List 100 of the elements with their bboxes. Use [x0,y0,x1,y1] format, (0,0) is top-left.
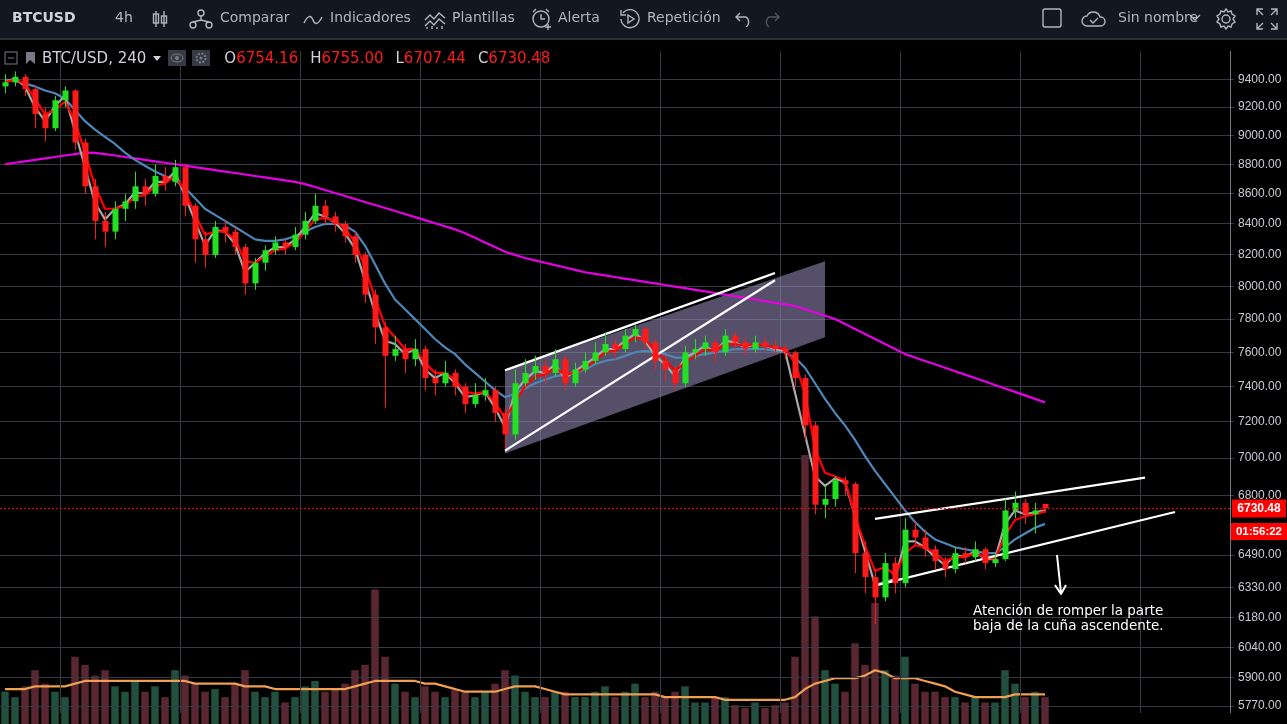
bar [681,686,689,724]
bar [121,691,129,724]
bar [351,670,359,724]
bar [331,689,339,724]
bar [971,697,979,724]
bar [221,697,229,724]
candlestick [122,193,129,222]
y-tick-label: 8600.00 [1238,186,1282,201]
bar [401,691,409,724]
candlestick [352,231,359,264]
y-tick-label: 6180.00 [1238,610,1282,625]
bar [831,683,839,724]
text: Alerta [558,9,600,25]
candlestick [472,382,479,409]
text: Sin nombre [1118,9,1199,25]
bar [201,691,209,724]
y-tick-label: 8400.00 [1238,216,1282,231]
candlestick [552,348,559,377]
bar [861,664,869,724]
bar [1011,683,1019,724]
candlestick [942,556,949,578]
bar [71,656,79,724]
chart-subtitle: O6754.16 H6755.00 L6707.44 C6730.48 [224,49,551,67]
candlestick [822,485,829,519]
bar [1,691,9,724]
bar [81,664,89,724]
candlestick [172,159,179,187]
candlestick [442,360,449,388]
bar [251,691,259,724]
bar [701,702,709,724]
bar [981,702,989,724]
bar [441,697,449,724]
bar [941,697,949,724]
candlestick [632,323,639,343]
candlestick [102,211,109,248]
candlestick [692,338,699,360]
candlestick [262,245,269,272]
bar [871,602,879,724]
bar [261,697,269,724]
candlestick [482,377,489,402]
bar [11,697,19,724]
bar [921,691,929,724]
candlestick [232,226,239,256]
bar [901,656,909,724]
candlestick [592,341,599,365]
candlestick [562,355,569,391]
bar [741,707,749,724]
bar [31,670,39,724]
text: Indicadores [330,9,411,25]
text: BTCUSD [12,9,76,25]
candlestick [412,338,419,367]
y-tick-label: 5770.00 [1238,698,1282,713]
bar [91,675,99,724]
candlestick [492,386,499,423]
bar [211,689,219,724]
candlestick [332,211,339,233]
candlestick [42,106,49,142]
bar [821,670,829,724]
bar [931,691,939,724]
candlestick [982,546,989,570]
bar [481,691,489,724]
bar [801,455,809,724]
candlestick [152,163,159,198]
candlestick [132,171,139,210]
candlestick [522,358,529,388]
bar [771,705,779,724]
y-tick-label: 6040.00 [1238,639,1282,654]
bar [341,683,349,724]
bar [431,691,439,724]
bar [471,697,479,724]
candlestick [142,178,149,207]
candlestick [462,382,469,414]
bar [791,656,799,724]
bar [661,697,669,724]
candlestick [312,193,319,225]
bar [561,691,569,724]
candlestick [432,368,439,396]
y-tick-label: 7200.00 [1238,414,1282,429]
bar [491,683,499,724]
chart-title: BTC/USD, 240 [42,49,147,67]
bar [731,705,739,724]
bar [811,616,819,724]
text: 01:56:22 [1231,523,1287,540]
bar [61,697,69,724]
candlestick [702,335,709,357]
candlestick [892,556,899,594]
bar [51,691,59,724]
bar [301,686,309,724]
bar [391,683,399,724]
y-tick-label: 6800.00 [1238,487,1282,502]
bar [581,697,589,724]
y-tick-label: 7600.00 [1238,344,1282,359]
candlestick [832,476,839,508]
candlestick [652,338,659,370]
bar [651,691,659,724]
bar [141,691,149,724]
bar [21,686,29,724]
bar [131,680,139,724]
candlestick [292,226,299,251]
bar [881,670,889,724]
